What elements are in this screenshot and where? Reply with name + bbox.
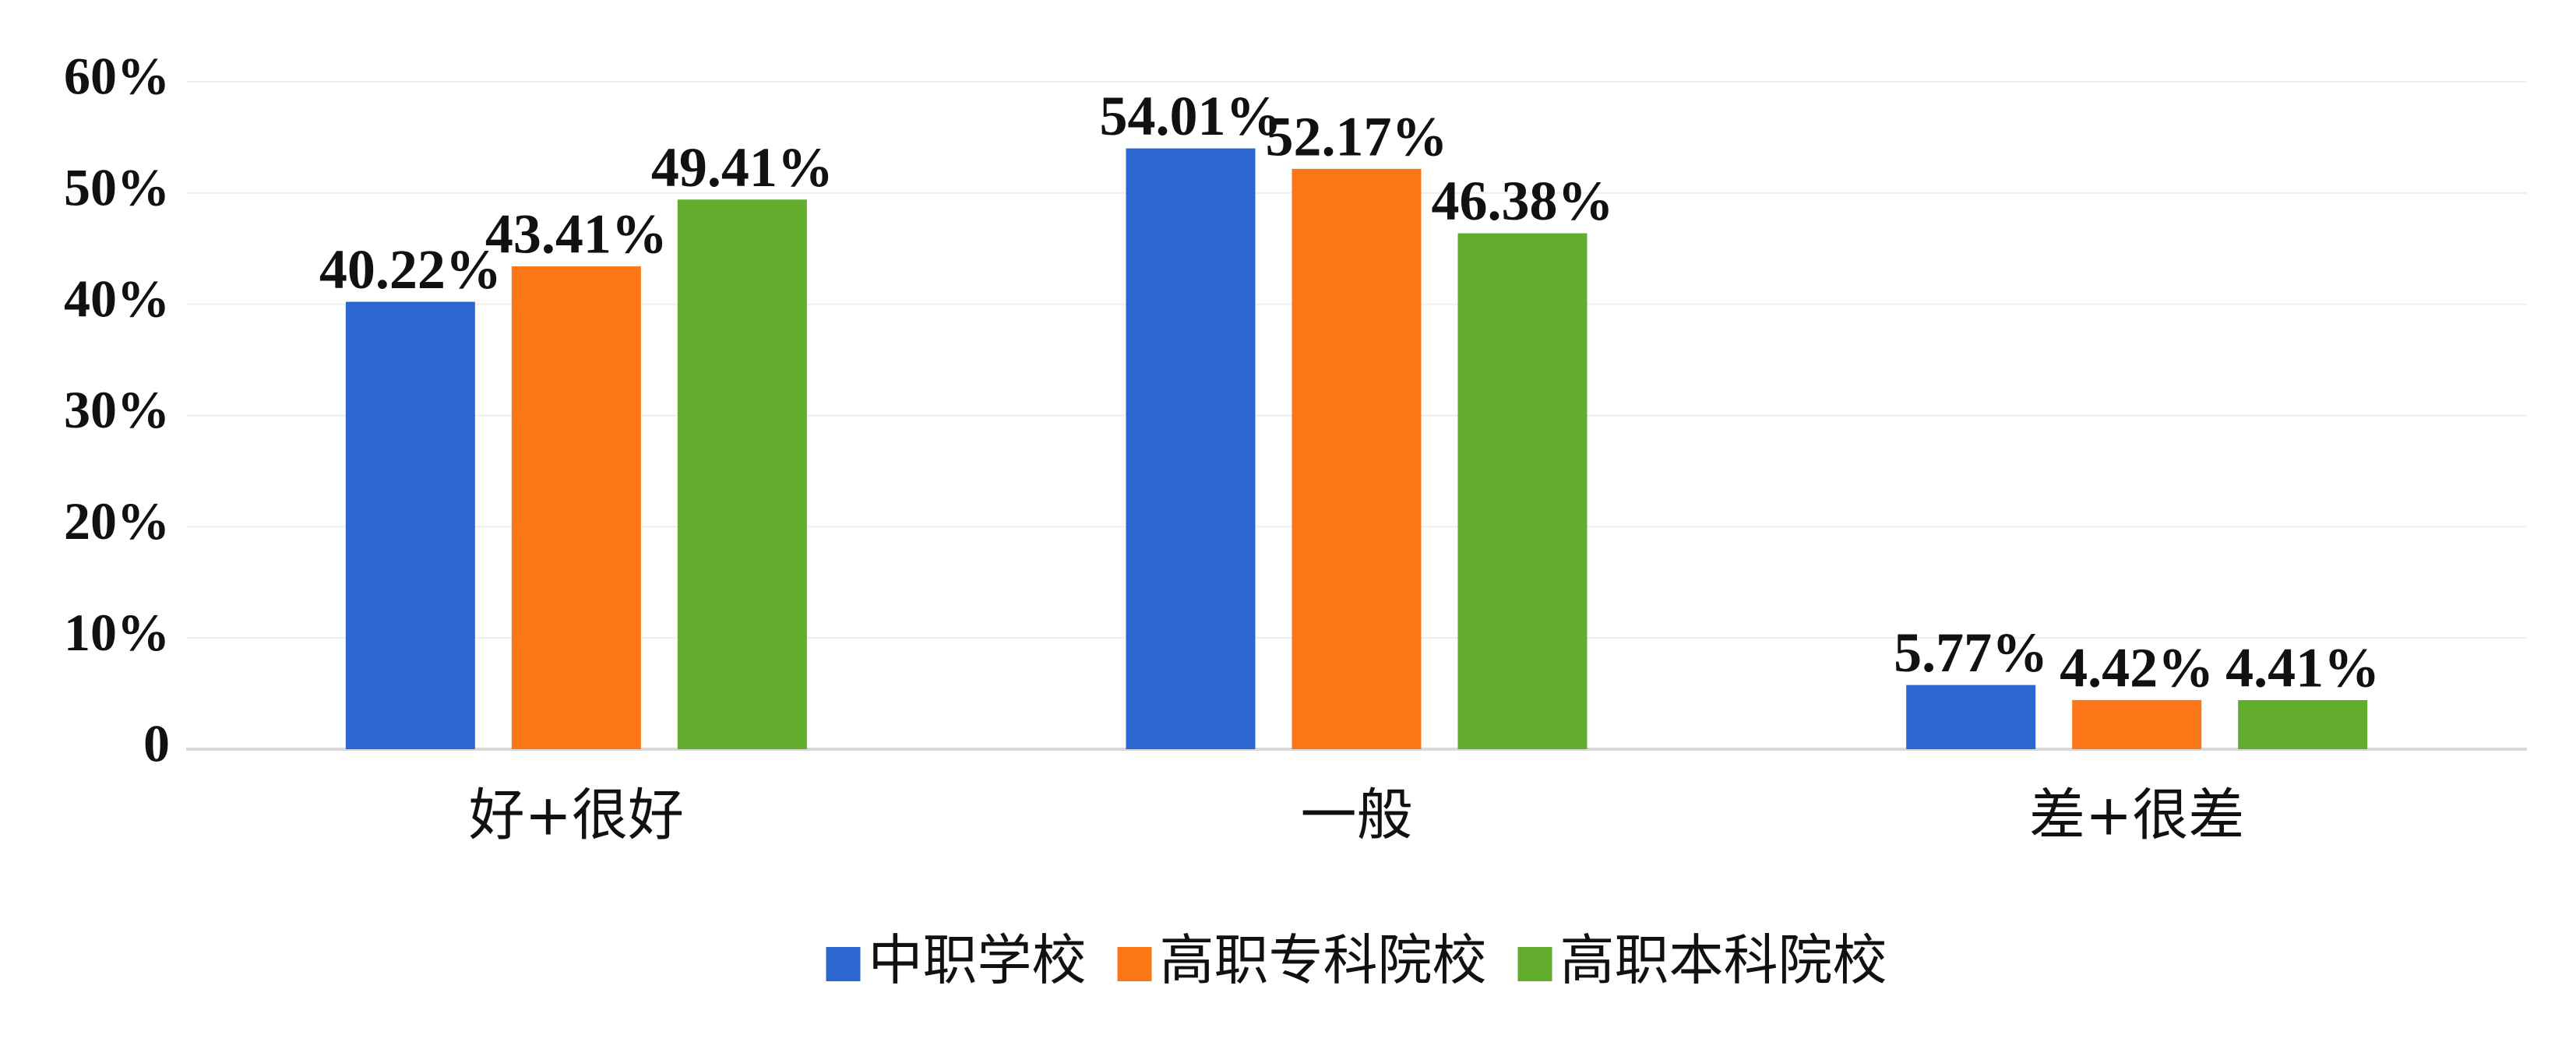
- value-label: 52.17%: [1266, 105, 1448, 167]
- y-tick-label: 0: [143, 714, 170, 773]
- legend-swatch: [1517, 947, 1552, 981]
- value-label: 43.41%: [485, 202, 668, 265]
- bar: [1126, 148, 1256, 750]
- value-label: 4.41%: [2225, 637, 2380, 699]
- legend-swatch: [826, 947, 861, 981]
- y-tick-label: 50%: [64, 157, 170, 216]
- y-tick-label: 20%: [64, 491, 170, 551]
- value-label: 49.41%: [651, 136, 833, 199]
- legend-label: 高职本科院校: [1560, 928, 1887, 992]
- legend: 中职学校 高职专科院校 高职本科院校: [826, 928, 1887, 992]
- bar: [677, 199, 807, 749]
- value-label: 5.77%: [1894, 621, 2048, 684]
- value-label: 40.22%: [319, 238, 502, 301]
- y-tick-label: 10%: [64, 603, 170, 662]
- value-label: 46.38%: [1432, 170, 1614, 232]
- bar: [1292, 168, 1422, 749]
- legend-swatch: [1117, 947, 1152, 981]
- y-tick-label: 40%: [64, 269, 170, 328]
- bar: [2238, 700, 2368, 749]
- bar: [1457, 233, 1588, 749]
- bar: [2072, 699, 2202, 749]
- value-label: 4.42%: [2060, 636, 2214, 699]
- value-label: 54.01%: [1100, 85, 1282, 147]
- y-tick-label: 30%: [64, 380, 170, 439]
- x-tick-label: 好+很好: [469, 783, 684, 848]
- bar: [345, 301, 475, 750]
- legend-label: 中职学校: [869, 928, 1087, 992]
- bar: [1906, 685, 2036, 749]
- x-tick-label: 一般: [1300, 783, 1412, 848]
- bar: [511, 266, 641, 749]
- x-tick-label: 差+很差: [2029, 783, 2244, 848]
- y-tick-label: 60%: [64, 47, 170, 106]
- legend-label: 高职专科院校: [1160, 928, 1487, 992]
